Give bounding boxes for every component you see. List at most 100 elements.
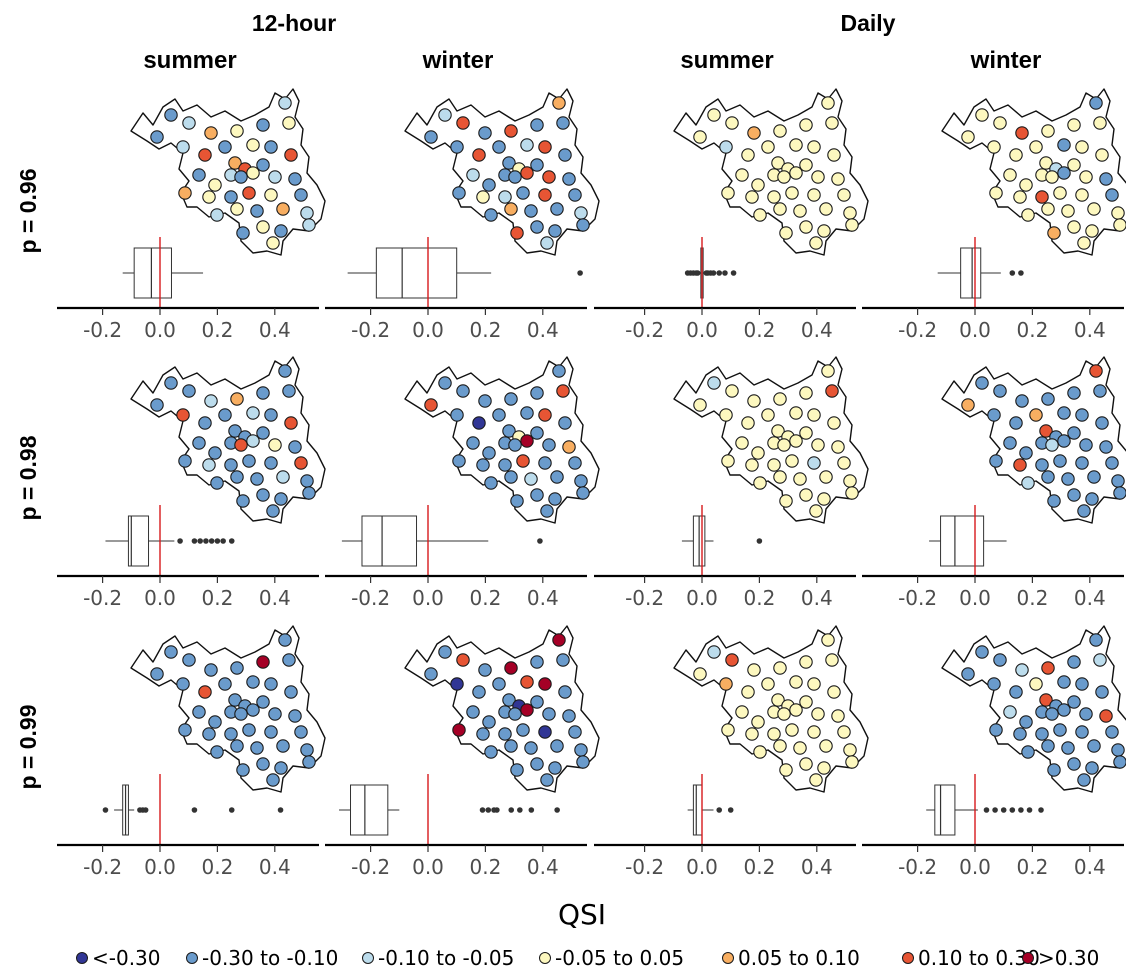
station-point [250, 741, 264, 755]
station-point [721, 723, 735, 737]
station-point [558, 148, 572, 162]
station-point [530, 695, 544, 709]
column-label-12h-summer: summer [143, 47, 236, 74]
station-point [721, 454, 735, 468]
station-point [799, 695, 813, 709]
boxplot-outlier [1026, 807, 1033, 813]
station-point [1047, 226, 1061, 240]
boxplot-panel: -0.2 0.0 0.2 0.4 [594, 237, 856, 342]
x-tick-label: -0.2 [898, 855, 937, 879]
station-point [450, 677, 464, 691]
station-point [1057, 675, 1071, 689]
legend-swatch [186, 952, 198, 964]
station-point [558, 416, 572, 430]
station-point [482, 715, 496, 729]
station-point [1061, 741, 1075, 755]
station-point [989, 723, 1003, 737]
station-point [284, 148, 298, 162]
boxplot-panel: -0.2 0.0 0.2 0.4 [325, 505, 587, 610]
station-point [278, 364, 292, 378]
station-point [1085, 492, 1099, 506]
station-point [1093, 116, 1107, 130]
station-point [771, 156, 785, 170]
station-point [1105, 456, 1119, 470]
station-point [1093, 384, 1107, 398]
boxplot-outlier [528, 807, 535, 813]
station-point [741, 685, 755, 699]
station-point [1009, 416, 1023, 430]
boxplot-outlier [508, 807, 515, 813]
station-point [264, 140, 278, 154]
station-point [975, 376, 989, 390]
station-point [236, 226, 250, 240]
station-point [504, 202, 518, 216]
station-point [843, 474, 857, 488]
station-point [208, 446, 222, 460]
station-point [150, 130, 164, 144]
legend-label: >0.30 [1038, 946, 1099, 970]
station-point [785, 723, 799, 737]
boxplot-panel: -0.2 0.0 0.2 0.4 [862, 505, 1124, 610]
station-point [504, 124, 518, 138]
legend-swatch [902, 952, 914, 964]
station-point [719, 677, 733, 691]
station-point [266, 773, 280, 787]
boxplot-outlier [537, 538, 543, 544]
station-point [218, 408, 232, 422]
boxplot-outlier [1009, 807, 1016, 813]
station-point [182, 116, 196, 130]
station-point [574, 206, 588, 220]
legend-label: 0.10 to 0.30 [918, 946, 1040, 970]
station-point [278, 96, 292, 110]
station-point [288, 709, 302, 723]
legend-swatch [76, 952, 88, 964]
station-point [753, 745, 767, 759]
station-point [751, 446, 765, 460]
station-point [556, 384, 570, 398]
station-point [150, 398, 164, 412]
x-tick-label: 0.4 [527, 586, 559, 610]
station-point [256, 158, 270, 172]
station-point [284, 685, 298, 699]
boxplot-outlier [1018, 807, 1024, 813]
station-point [789, 138, 803, 152]
station-point [773, 470, 787, 484]
station-point [484, 208, 498, 222]
station-point [520, 703, 534, 717]
station-point [472, 148, 486, 162]
station-point [264, 725, 278, 739]
boxplot-outlier [228, 807, 235, 813]
station-point [548, 761, 562, 775]
boxplot-box [133, 247, 172, 299]
station-map [941, 88, 1126, 256]
x-tick-label: 0.4 [259, 586, 291, 610]
boxplot-outlier [716, 807, 723, 813]
x-tick-label: -0.2 [625, 586, 664, 610]
station-point [264, 408, 278, 422]
boxplot-outlier [1009, 270, 1016, 276]
station-point [1099, 440, 1113, 454]
x-tick-label: 0.2 [469, 586, 501, 610]
row-label-p099: p = 0.99 [15, 704, 41, 789]
legend-label: -0.10 to -0.05 [378, 946, 514, 970]
station-point [1079, 707, 1093, 721]
boxplot-outlier [479, 807, 486, 813]
station-point [1089, 633, 1103, 647]
station-point [767, 727, 781, 741]
station-point [548, 224, 562, 238]
station-map [404, 356, 600, 524]
station-point [508, 707, 522, 721]
station-point [218, 140, 232, 154]
station-point [556, 116, 570, 130]
station-point [987, 140, 1001, 154]
station-point [202, 727, 216, 741]
station-point [274, 761, 288, 775]
station-point [793, 741, 807, 755]
station-point [761, 677, 775, 691]
station-point [282, 116, 296, 130]
station-point [771, 424, 785, 438]
station-point [510, 763, 524, 777]
station-point [576, 486, 590, 500]
station-point [837, 188, 851, 202]
station-point [961, 667, 975, 681]
